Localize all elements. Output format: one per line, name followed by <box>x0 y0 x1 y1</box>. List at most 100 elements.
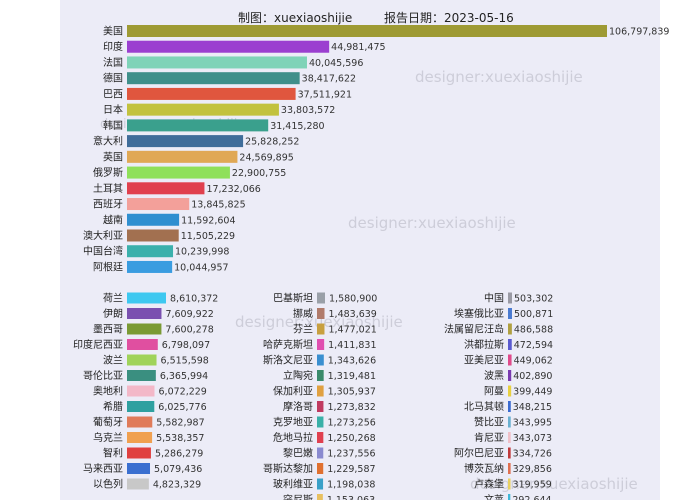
bar <box>317 401 324 412</box>
bar <box>508 370 512 381</box>
value-label: 343,073 <box>513 433 552 444</box>
category-label: 保加利亚 <box>273 385 313 398</box>
category-label: 中国台湾 <box>83 245 123 258</box>
bar <box>127 447 151 459</box>
value-label: 44,981,475 <box>331 42 385 53</box>
bar <box>317 494 323 500</box>
bar <box>127 150 238 163</box>
bar <box>508 354 512 366</box>
value-label: 6,365,994 <box>160 371 208 382</box>
value-label: 1,273,256 <box>327 418 375 429</box>
value-label: 5,286,279 <box>155 449 203 460</box>
bar <box>127 198 190 211</box>
category-label: 北马其顿 <box>464 400 504 413</box>
bar <box>127 292 166 304</box>
category-label: 哈萨克斯坦 <box>263 338 313 351</box>
report-date: 报告日期：2023-05-16 <box>384 11 514 25</box>
category-label: 中国 <box>484 292 504 305</box>
bar <box>508 339 512 350</box>
value-label: 348,215 <box>513 402 552 413</box>
value-label: 500,871 <box>514 309 553 320</box>
value-label: 37,511,921 <box>298 89 352 100</box>
bar <box>127 56 307 69</box>
category-label: 意大利 <box>93 135 123 148</box>
category-label: 哥伦比亚 <box>83 369 123 382</box>
value-label: 334,726 <box>513 449 552 460</box>
category-label: 澳大利亚 <box>83 229 123 242</box>
bar <box>127 385 155 397</box>
bar <box>127 432 153 443</box>
value-label: 5,582,987 <box>156 418 204 429</box>
bar <box>508 478 511 490</box>
category-label: 伊朗 <box>103 308 123 320</box>
bar <box>127 229 179 242</box>
value-label: 25,828,252 <box>245 137 299 148</box>
category-label: 土耳其 <box>93 182 123 195</box>
category-label: 俄罗斯 <box>93 166 123 179</box>
value-label: 22,900,755 <box>232 168 286 179</box>
bar <box>127 166 230 179</box>
bar <box>127 416 153 428</box>
category-label: 哥斯达黎加 <box>263 462 313 475</box>
value-label: 10,239,998 <box>175 247 229 258</box>
category-label: 希腊 <box>103 400 123 413</box>
bar <box>317 478 324 490</box>
bar <box>127 25 607 37</box>
category-label: 巴西 <box>103 88 123 100</box>
bar <box>508 308 512 319</box>
bar <box>317 354 324 366</box>
bar <box>127 308 162 319</box>
value-label: 1,153,063 <box>327 495 375 500</box>
value-label: 6,072,229 <box>159 387 207 398</box>
bar <box>127 119 269 132</box>
bar <box>317 416 324 428</box>
value-label: 6,798,097 <box>162 340 210 351</box>
bar <box>508 401 511 412</box>
bar <box>508 494 511 500</box>
value-label: 106,797,839 <box>609 27 669 38</box>
value-label: 1,305,937 <box>328 387 376 398</box>
value-label: 503,302 <box>514 294 553 305</box>
bar <box>508 292 512 304</box>
bar <box>127 401 155 412</box>
category-label: 以色列 <box>93 478 123 491</box>
bar <box>508 463 511 474</box>
bar <box>127 323 162 335</box>
category-label: 奥地利 <box>93 385 123 398</box>
value-label: 6,025,776 <box>158 402 206 413</box>
category-label: 法国 <box>103 56 123 69</box>
value-label: 399,449 <box>513 387 552 398</box>
value-label: 486,588 <box>514 325 553 336</box>
category-label: 埃塞俄比亚 <box>454 307 504 320</box>
value-label: 8,610,372 <box>170 294 218 305</box>
bar <box>317 385 324 397</box>
bar <box>317 339 325 350</box>
category-label: 法属留尼汪岛 <box>444 323 504 336</box>
value-label: 1,250,268 <box>327 433 375 444</box>
value-label: 1,237,556 <box>327 449 375 460</box>
bar <box>317 292 325 304</box>
value-label: 7,609,922 <box>165 309 213 320</box>
category-label: 阿根廷 <box>93 260 123 273</box>
category-label: 美国 <box>103 25 123 38</box>
category-label: 荷兰 <box>103 292 123 305</box>
bar <box>127 463 151 474</box>
category-label: 芬兰 <box>293 323 313 336</box>
category-label: 韩国 <box>103 119 123 132</box>
value-label: 1,319,481 <box>328 371 376 382</box>
value-label: 343,995 <box>513 418 552 429</box>
bar <box>127 213 180 226</box>
category-label: 波兰 <box>103 354 123 367</box>
category-label: 洪都拉斯 <box>464 338 504 351</box>
bar <box>127 87 296 100</box>
category-label: 突尼斯 <box>283 493 313 500</box>
bar <box>127 260 173 273</box>
bar <box>127 478 149 490</box>
value-label: 4,823,329 <box>153 480 201 491</box>
value-label: 1,477,021 <box>328 325 376 336</box>
value-label: 33,803,572 <box>281 105 335 116</box>
bar <box>508 432 511 443</box>
category-label: 印度尼西亚 <box>73 338 123 351</box>
category-label: 波黑 <box>484 369 504 382</box>
